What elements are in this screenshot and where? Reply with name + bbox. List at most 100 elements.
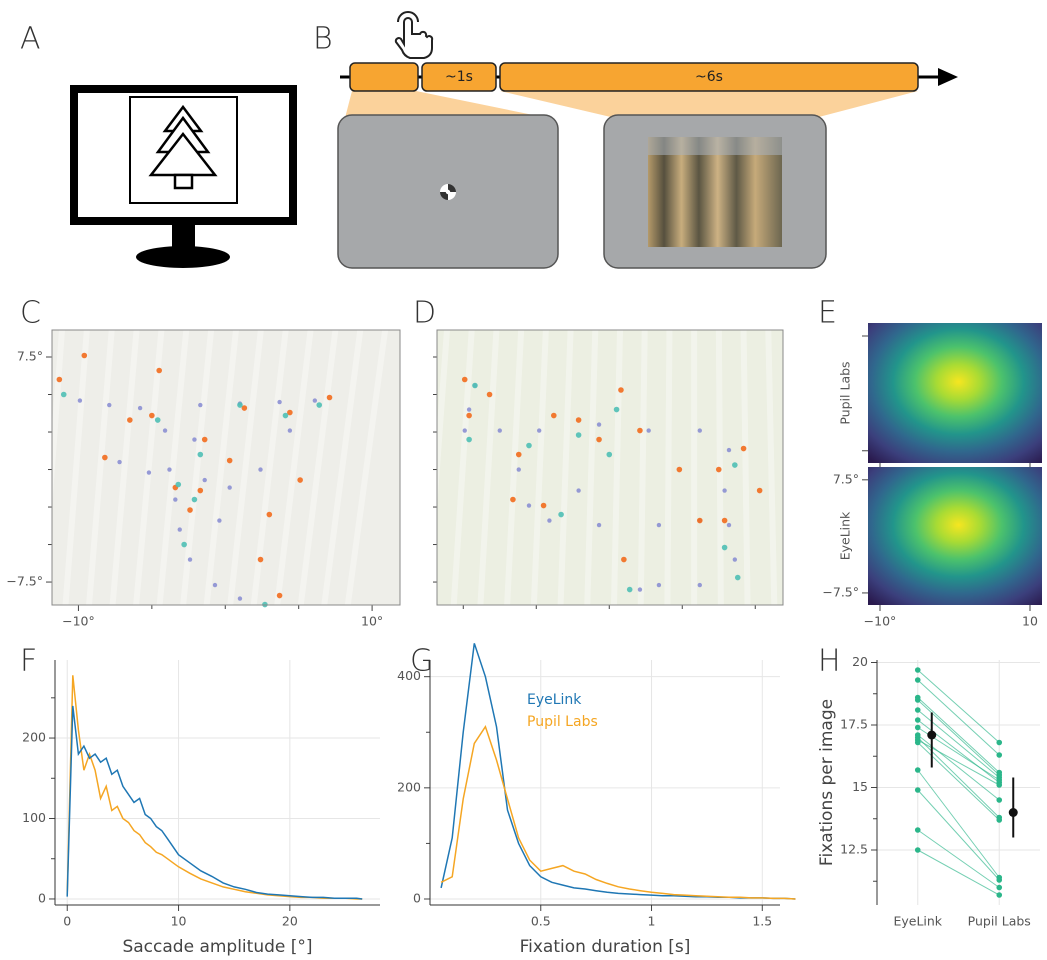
point [526, 442, 532, 449]
point [621, 556, 627, 563]
point [167, 467, 172, 472]
panel-label: B [313, 22, 333, 57]
point [312, 398, 318, 403]
panel-label: D [413, 296, 436, 331]
point [996, 782, 1003, 788]
x-axis-label: Saccade amplitude [°] [122, 937, 312, 957]
x-tick-label: 10 [171, 914, 187, 929]
point [177, 527, 182, 532]
legend-entry: EyeLink [527, 692, 582, 708]
y-axis-label: Pupil Labs [838, 361, 853, 424]
background-image [424, 329, 783, 606]
image-stripe [611, 329, 623, 606]
point [996, 877, 1003, 883]
point [526, 503, 532, 508]
point [127, 417, 133, 423]
point [732, 462, 738, 468]
y-tick-label: 7.5° [833, 471, 859, 486]
point [613, 406, 620, 413]
point [277, 399, 282, 405]
panel-label: G [410, 644, 433, 679]
point [156, 367, 162, 374]
image-stripe [156, 329, 190, 606]
panel-label: C [20, 296, 41, 331]
point [466, 436, 472, 443]
point [510, 496, 516, 503]
image-stripe [584, 329, 599, 606]
point [550, 412, 557, 419]
image-stripe [109, 329, 140, 606]
point [149, 412, 155, 419]
x-tick-label: 10 [1022, 614, 1038, 629]
point [914, 767, 921, 773]
x-tick-label: 0 [63, 914, 71, 929]
point [201, 436, 208, 443]
x-tick-label: EyeLink [893, 914, 942, 929]
x-tick-label: Pupil Labs [968, 914, 1031, 929]
y-tick-label: 12.5 [840, 842, 868, 857]
y-tick-label: 7.5° [17, 349, 43, 364]
point [596, 422, 602, 427]
point [996, 739, 1003, 746]
image-stripe [203, 329, 239, 606]
y-tick-label: 15 [852, 779, 868, 794]
point [287, 409, 293, 416]
image-stripe [477, 329, 500, 606]
point [914, 677, 921, 683]
point [81, 352, 88, 359]
point [187, 507, 193, 513]
image-stripe [504, 329, 525, 606]
point [516, 467, 521, 472]
point [60, 391, 67, 398]
panel-label: A [20, 22, 41, 57]
point [914, 717, 921, 723]
point [996, 884, 1003, 891]
point [77, 398, 83, 403]
image-stripe [274, 329, 314, 606]
image-stripe [740, 329, 751, 606]
image-stripe [450, 329, 475, 606]
pair-line [917, 769, 1000, 878]
pair-line [917, 829, 1000, 888]
point [326, 394, 333, 401]
point [462, 428, 467, 433]
point [257, 556, 264, 563]
point [154, 417, 161, 423]
point [276, 592, 283, 599]
point [726, 522, 732, 528]
x-tick-label: −10° [62, 614, 95, 629]
point [996, 752, 1003, 758]
y-tick-label: 17.5 [840, 717, 868, 732]
point [192, 437, 197, 442]
point [715, 466, 722, 473]
point [187, 557, 193, 562]
point [914, 697, 921, 703]
heatmap [868, 323, 1042, 463]
x-tick-label: 20 [282, 914, 298, 929]
pair-line [917, 789, 1000, 881]
point [914, 724, 921, 731]
point [226, 457, 233, 464]
point [575, 417, 582, 423]
point [536, 428, 542, 433]
series-line [66, 675, 363, 900]
image-stripe [765, 329, 778, 606]
point [996, 817, 1003, 823]
image-stripe [133, 329, 165, 606]
background-image [39, 329, 400, 606]
point [996, 777, 1003, 783]
image-stripe [321, 329, 364, 606]
point [914, 707, 921, 713]
image-backdrop [437, 330, 783, 605]
image-stripe [227, 329, 264, 606]
point [297, 477, 303, 483]
x-tick-label: 1.5 [752, 914, 772, 929]
point [914, 827, 921, 833]
pair-line [917, 739, 1000, 786]
panel-label: H [818, 644, 841, 679]
panel-label: E [818, 296, 837, 331]
point [996, 797, 1003, 803]
point [575, 432, 582, 438]
image-stripe [664, 329, 673, 606]
image-stripe [297, 329, 339, 606]
